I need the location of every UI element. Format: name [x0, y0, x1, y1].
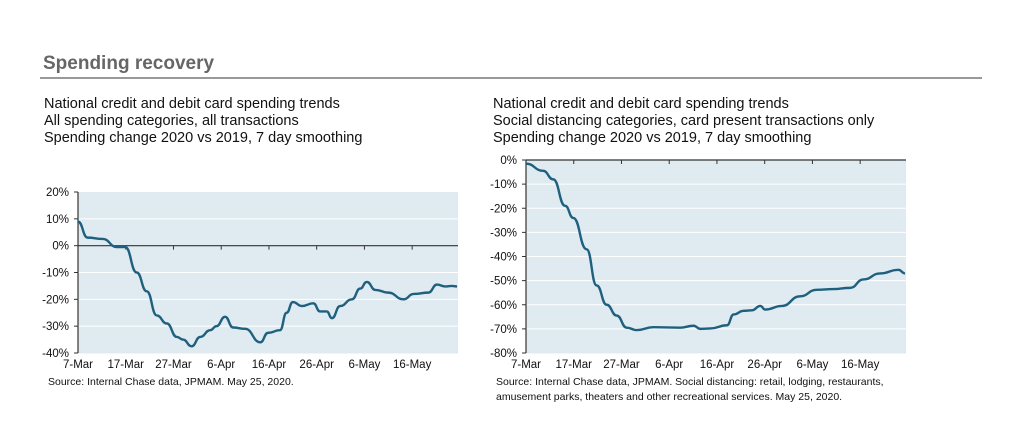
x-tick-label: 26-Apr [747, 359, 782, 371]
section-divider [40, 77, 982, 79]
x-tick-label: 26-Apr [299, 359, 334, 371]
y-tick-label: 20% [46, 187, 69, 199]
y-tick-label: -50% [490, 276, 517, 288]
x-tick-label: 7-Mar [511, 359, 541, 371]
x-tick-label: 16-May [393, 359, 432, 371]
x-tick-label: 16-Apr [700, 359, 735, 371]
x-tick-label: 17-Mar [108, 359, 145, 371]
title-line: National credit and debit card spending … [44, 96, 340, 112]
y-tick-label: 0% [52, 241, 69, 253]
title-line: Social distancing categories, card prese… [493, 113, 875, 129]
y-tick-label: 10% [46, 214, 69, 226]
source-line: amusement parks, theaters and other recr… [496, 391, 843, 403]
x-tick-label: 17-Mar [556, 359, 593, 371]
x-tick-label: 27-Mar [603, 359, 640, 371]
y-tick-label: -30% [490, 227, 517, 239]
left-chart-source: Source: Internal Chase data, JPMAM. May … [48, 375, 294, 390]
y-tick-label: -40% [42, 348, 69, 360]
x-tick-label: 27-Mar [155, 359, 192, 371]
x-tick-label: 16-May [841, 359, 880, 371]
y-tick-label: -20% [42, 294, 69, 306]
y-tick-label: 0% [500, 155, 517, 167]
title-line: National credit and debit card spending … [493, 96, 789, 112]
section-title: Spending recovery [43, 53, 215, 74]
x-tick-label: 6-May [796, 359, 828, 371]
source-line: Source: Internal Chase data, JPMAM. Soci… [496, 376, 884, 388]
y-tick-label: -10% [42, 268, 69, 280]
title-line: Spending change 2020 vs 2019, 7 day smoo… [44, 130, 363, 146]
y-tick-label: -70% [490, 324, 517, 336]
x-tick-label: 7-Mar [63, 359, 93, 371]
series-line [525, 162, 906, 332]
right-chart-source: Source: Internal Chase data, JPMAM. Soci… [496, 375, 884, 405]
y-tick-label: -10% [490, 179, 517, 191]
y-tick-label: -60% [490, 300, 517, 312]
x-tick-label: 6-Apr [207, 359, 235, 371]
y-tick-label: -20% [490, 203, 517, 215]
right-chart-title: National credit and debit card spending … [493, 96, 874, 147]
x-tick-label: 16-Apr [252, 359, 287, 371]
y-tick-label: -80% [490, 348, 517, 360]
source-line: Source: Internal Chase data, JPMAM. May … [48, 376, 294, 388]
title-line: All spending categories, all transaction… [44, 113, 299, 129]
x-tick-label: 6-Apr [655, 359, 683, 371]
y-tick-label: -30% [42, 321, 69, 333]
y-tick-label: -40% [490, 252, 517, 264]
title-line: Spending change 2020 vs 2019, 7 day smoo… [493, 130, 812, 146]
left-chart-title: National credit and debit card spending … [44, 96, 362, 147]
series-line [77, 220, 458, 348]
x-tick-label: 6-May [348, 359, 380, 371]
